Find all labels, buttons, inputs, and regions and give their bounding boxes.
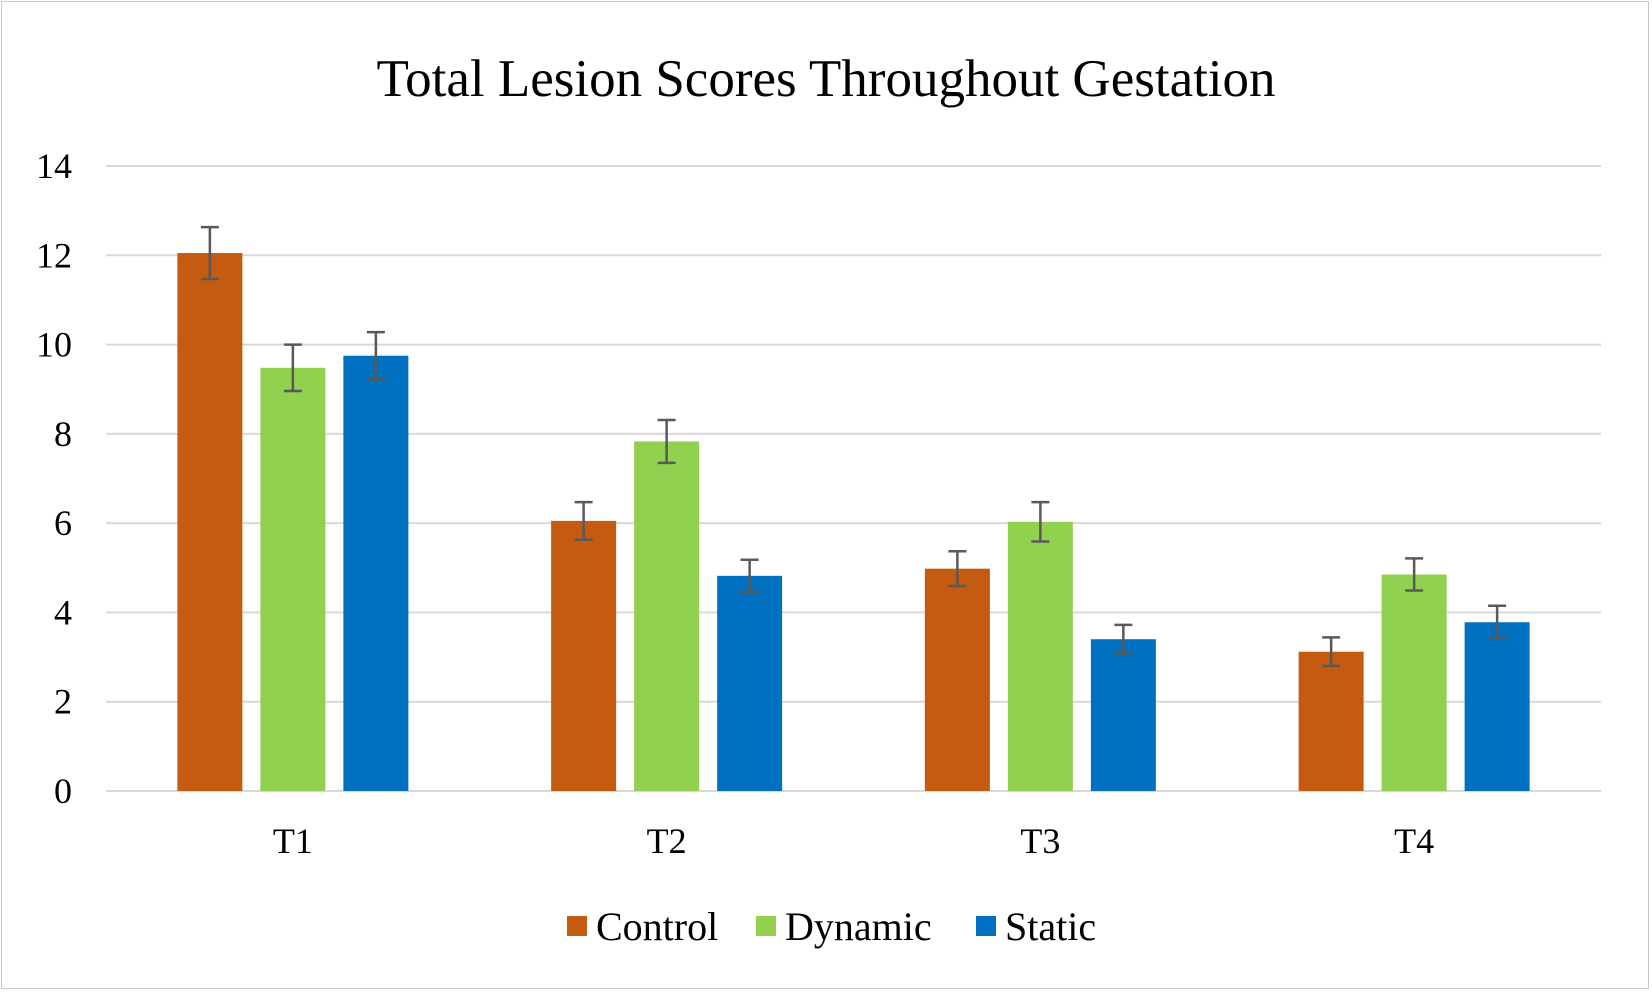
bar-static-t2	[717, 575, 783, 791]
bar-dynamic-t3	[1007, 521, 1073, 791]
legend: Control Dynamic Static	[567, 904, 1096, 949]
legend-item-static: Static	[976, 904, 1096, 949]
bar-dynamic-t1	[260, 367, 326, 791]
error-bar-dynamic-t4	[1405, 557, 1424, 592]
bar-static-t3	[1090, 639, 1156, 791]
y-tick-label: 2	[54, 682, 72, 722]
bar-static-t1	[343, 355, 409, 791]
x-tick-label: T4	[1394, 821, 1434, 861]
legend-item-dynamic: Dynamic	[756, 904, 932, 949]
y-tick-label: 10	[36, 325, 72, 365]
error-bar-control-t1	[200, 225, 219, 281]
bar-control-t2	[551, 520, 617, 791]
legend-label: Dynamic	[785, 904, 932, 949]
error-bar-dynamic-t1	[283, 343, 302, 393]
y-tick-label: 14	[36, 146, 72, 186]
bar-control-t3	[924, 568, 990, 791]
legend-label: Static	[1005, 904, 1096, 949]
error-bar-static-t1	[366, 330, 385, 381]
y-tick-label: 8	[54, 414, 72, 454]
y-tick-label: 4	[54, 592, 72, 632]
gridlines	[106, 165, 1601, 792]
error-bar-static-t3	[1114, 623, 1133, 655]
error-bars	[200, 225, 1507, 668]
y-tick-label: 12	[36, 235, 72, 275]
error-bar-static-t4	[1488, 604, 1507, 641]
error-bar-control-t2	[574, 500, 593, 541]
x-tick-label: T2	[647, 821, 687, 861]
error-bar-dynamic-t2	[657, 418, 676, 465]
bar-control-t4	[1298, 651, 1364, 791]
bar-dynamic-t2	[634, 441, 700, 791]
chart-title: Total Lesion Scores Throughout Gestation	[376, 50, 1275, 108]
legend-swatch	[756, 916, 776, 936]
legend-label: Control	[596, 904, 718, 949]
error-bar-dynamic-t3	[1031, 500, 1050, 543]
legend-item-control: Control	[567, 904, 718, 949]
y-tick-label: 0	[54, 771, 72, 811]
error-bar-control-t4	[1322, 636, 1341, 668]
x-axis-ticks: T1 T2 T3 T4	[273, 821, 1434, 861]
bar-dynamic-t4	[1381, 574, 1447, 791]
error-bar-static-t2	[740, 558, 759, 594]
error-bar-control-t3	[948, 550, 967, 588]
x-tick-label: T1	[273, 821, 313, 861]
bar-control-t1	[177, 253, 243, 791]
bar-static-t4	[1464, 622, 1530, 791]
y-axis-ticks: 0 2 4 6 8 10 12 14	[36, 146, 72, 811]
legend-swatch	[567, 916, 587, 936]
bars	[177, 253, 1530, 791]
x-tick-label: T3	[1020, 821, 1060, 861]
y-tick-label: 6	[54, 503, 72, 543]
legend-swatch	[976, 916, 996, 936]
